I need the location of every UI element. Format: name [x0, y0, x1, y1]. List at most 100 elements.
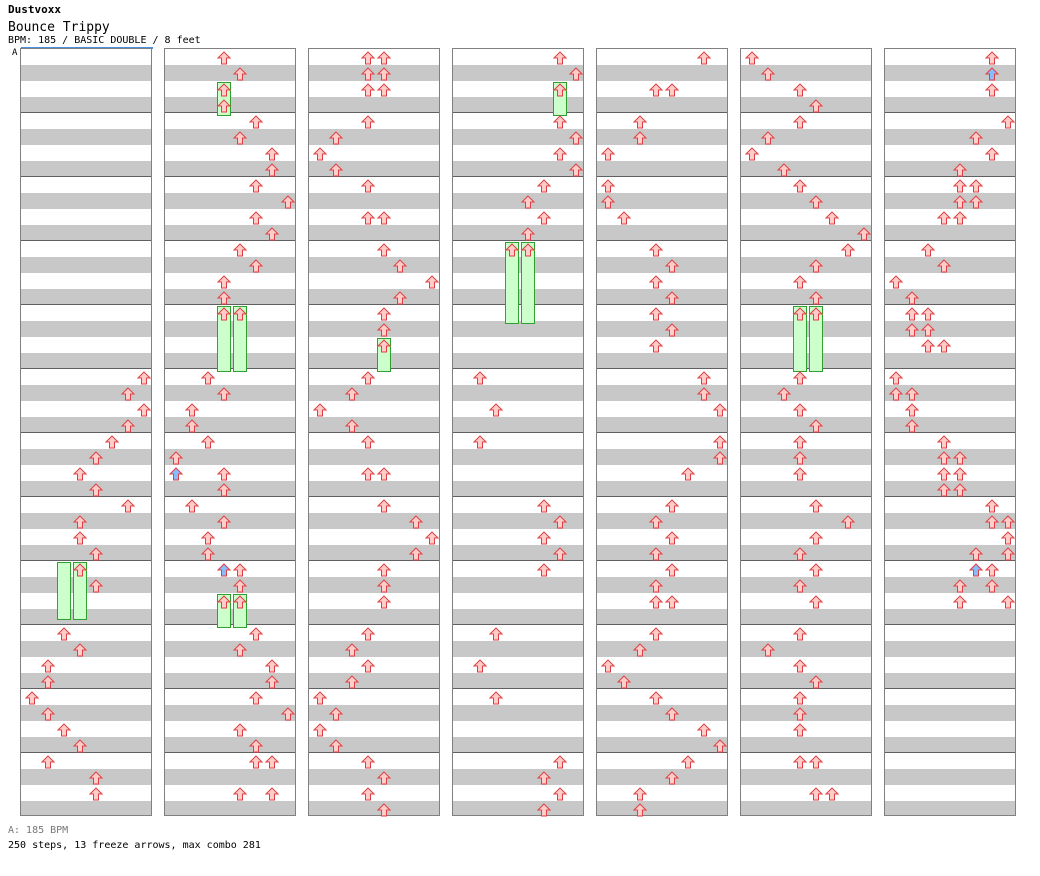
- step-arrow-icon: [808, 258, 824, 273]
- step-arrow-icon: [168, 450, 184, 465]
- step-arrow-icon: [936, 258, 952, 273]
- step-arrow-icon: [280, 194, 296, 209]
- step-arrow-icon: [312, 690, 328, 705]
- step-arrow-icon: [216, 274, 232, 289]
- step-arrow-icon: [376, 498, 392, 513]
- step-arrow-icon: [232, 578, 248, 593]
- step-arrow-icon: [808, 98, 824, 113]
- measure-line: [453, 496, 583, 497]
- measure-line: [453, 560, 583, 561]
- step-arrow-icon: [968, 562, 984, 577]
- step-arrow-icon: [904, 418, 920, 433]
- step-arrow-icon: [424, 530, 440, 545]
- step-arrow-icon: [552, 114, 568, 129]
- measure-line: [453, 368, 583, 369]
- step-arrow-icon: [1000, 114, 1016, 129]
- step-arrow-icon: [200, 530, 216, 545]
- measure-line: [309, 112, 439, 113]
- step-arrow-icon: [648, 306, 664, 321]
- step-arrow-icon: [248, 210, 264, 225]
- step-arrow-icon: [264, 226, 280, 241]
- step-arrow-icon: [360, 210, 376, 225]
- measure-line: [453, 240, 583, 241]
- measure-line: [453, 752, 583, 753]
- step-arrow-icon: [632, 130, 648, 145]
- step-arrow-icon: [712, 738, 728, 753]
- step-arrow-icon: [792, 274, 808, 289]
- step-arrow-icon: [424, 274, 440, 289]
- step-arrow-icon: [216, 98, 232, 113]
- step-arrow-icon: [664, 562, 680, 577]
- step-arrow-icon: [712, 450, 728, 465]
- step-arrow-icon: [344, 674, 360, 689]
- freeze-arrow: [809, 306, 823, 372]
- step-arrow-icon: [168, 466, 184, 481]
- step-arrow-icon: [664, 530, 680, 545]
- step-arrow-icon: [792, 658, 808, 673]
- step-arrow-icon: [696, 722, 712, 737]
- step-arrow-icon: [664, 290, 680, 305]
- step-arrow-icon: [392, 290, 408, 305]
- step-arrow-icon: [664, 82, 680, 97]
- step-arrow-icon: [840, 242, 856, 257]
- step-column: [596, 48, 728, 817]
- step-arrow-icon: [360, 50, 376, 65]
- measure-line: [21, 624, 151, 625]
- step-arrow-icon: [1000, 546, 1016, 561]
- step-arrow-icon: [232, 306, 248, 321]
- freeze-arrow: [73, 562, 87, 620]
- step-arrow-icon: [328, 706, 344, 721]
- step-arrow-icon: [792, 370, 808, 385]
- step-arrow-icon: [264, 146, 280, 161]
- step-arrow-icon: [312, 146, 328, 161]
- song-title: Bounce Trippy: [8, 20, 110, 35]
- step-arrow-icon: [952, 594, 968, 609]
- step-arrow-icon: [248, 258, 264, 273]
- step-arrow-icon: [376, 562, 392, 577]
- step-arrow-icon: [536, 210, 552, 225]
- step-arrow-icon: [472, 658, 488, 673]
- step-arrow-icon: [792, 82, 808, 97]
- measure-line: [21, 112, 151, 113]
- step-arrow-icon: [952, 210, 968, 225]
- measure-line: [165, 752, 295, 753]
- step-arrow-icon: [696, 370, 712, 385]
- step-arrow-icon: [216, 482, 232, 497]
- step-arrow-icon: [472, 434, 488, 449]
- step-arrow-icon: [792, 178, 808, 193]
- step-arrow-icon: [664, 706, 680, 721]
- step-arrow-icon: [328, 130, 344, 145]
- step-arrow-icon: [72, 642, 88, 657]
- step-arrow-icon: [376, 594, 392, 609]
- step-arrow-icon: [216, 562, 232, 577]
- measure-line: [165, 560, 295, 561]
- step-arrow-icon: [904, 306, 920, 321]
- measure-line: [885, 496, 1015, 497]
- step-arrow-icon: [952, 578, 968, 593]
- step-arrow-icon: [312, 722, 328, 737]
- step-arrow-icon: [968, 194, 984, 209]
- step-arrow-icon: [344, 418, 360, 433]
- step-arrow-icon: [280, 706, 296, 721]
- step-arrow-icon: [664, 770, 680, 785]
- step-arrow-icon: [360, 434, 376, 449]
- step-arrow-icon: [648, 274, 664, 289]
- step-arrow-icon: [376, 66, 392, 81]
- step-arrow-icon: [808, 306, 824, 321]
- measure-line: [309, 240, 439, 241]
- step-arrow-icon: [984, 498, 1000, 513]
- step-arrow-icon: [696, 386, 712, 401]
- measure-line: [165, 304, 295, 305]
- measure-line: [165, 432, 295, 433]
- step-arrow-icon: [824, 786, 840, 801]
- step-arrow-icon: [120, 386, 136, 401]
- step-arrow-icon: [392, 258, 408, 273]
- measure-line: [165, 688, 295, 689]
- step-arrow-icon: [648, 626, 664, 641]
- step-arrow-icon: [232, 786, 248, 801]
- step-arrow-icon: [216, 290, 232, 305]
- step-column: [884, 48, 1016, 816]
- step-arrow-icon: [984, 66, 1000, 81]
- step-column: [740, 48, 872, 816]
- step-arrow-icon: [376, 322, 392, 337]
